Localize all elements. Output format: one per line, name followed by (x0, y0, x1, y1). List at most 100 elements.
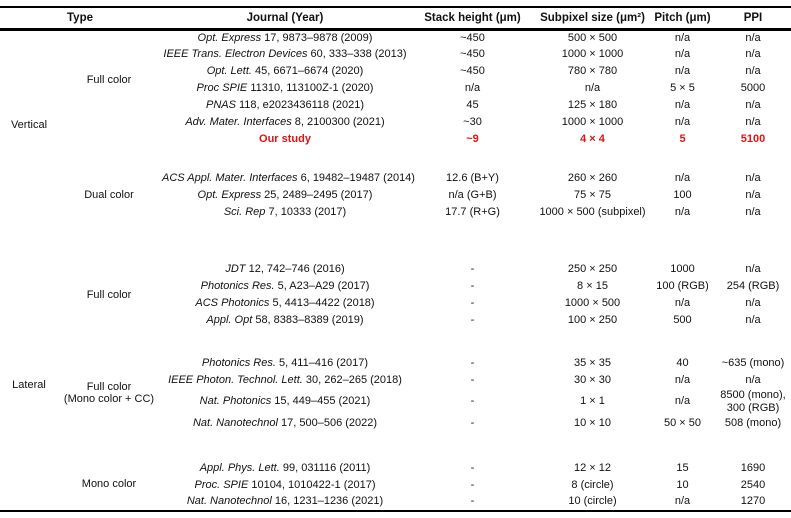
table-row: Vertical Full color Opt. Express 17, 9873–… (0, 29, 791, 132)
journal-cell: Proc. SPIE 10104, 1010422-1 (2017) (160, 477, 410, 494)
pitch-cell: n/a (674, 374, 691, 387)
pitch-cell: n/a (674, 116, 691, 129)
journal-ref: 11310, 113100Z-1 (2020) (247, 82, 374, 95)
journal-cell: Adv. Mater. Interfaces 8, 2100300 (2021) (160, 114, 410, 131)
column-header: Type (0, 7, 160, 31)
journal-name: Nat. Nanotechnol (192, 416, 278, 429)
section-gap-cell (0, 221, 791, 261)
table-row: Nat. Nanotechnol 16, 1231–1236 (2021) - 10… (0, 494, 791, 511)
journal-cell: JDT 12, 742–746 (2016) (160, 261, 410, 278)
group-label: Mono color (81, 478, 137, 491)
ppi-cell: n/a (745, 48, 761, 61)
table-row: Sci. Rep 7, 10333 (2017) 17.7 (R+G) 1000 ×… (0, 204, 791, 221)
table-row: Appl. Opt 58, 8383–8389 (2019) - 100 × 250… (0, 312, 791, 329)
journal-name: PNAS (205, 99, 236, 112)
ppi-cell: n/a (745, 172, 761, 185)
ppi-cell: n/a (745, 189, 761, 202)
column-header: Pitch (μm) (650, 7, 715, 31)
journal-ref: 118, e2023436118 (2021) (235, 99, 364, 112)
journal-name: JDT (225, 263, 246, 276)
journal-name: Appl. Opt (206, 314, 253, 327)
journal-ref: 7, 10333 (2017) (265, 206, 347, 219)
journal-name: IEEE Photon. Technol. Lett. (168, 374, 303, 387)
ppi-cell: n/a (745, 99, 761, 112)
stack-height-cell: ~9 (466, 133, 479, 146)
stack-height-cell: - (470, 314, 475, 327)
pitch-cell: 1000 (670, 263, 695, 276)
table-row: Lateral Full color JDT 12, 742–746 (2016) -… (0, 261, 791, 391)
journal-name: Opt. Express (197, 31, 262, 44)
journal-name: Opt. Lett. (206, 65, 252, 78)
journal-ref: 30, 262–265 (2018) (302, 374, 402, 387)
journal-name: Photonics Res. (200, 280, 275, 293)
pitch-cell: 10 (676, 478, 689, 491)
journal-name: ACS Photonics (195, 297, 270, 310)
table-row: ACS Photonics 5, 4413–4422 (2018) - 1000 ×… (0, 295, 791, 312)
stack-height-cell: - (470, 395, 475, 408)
journal-name: Appl. Phys. Lett. (199, 461, 280, 474)
journal-ref: 45, 6671–6674 (2020) (251, 65, 364, 78)
table-row: IEEE Photon. Technol. Lett. 30, 262–265 … (0, 372, 791, 389)
column-header: Subpixel size (μm²) (535, 7, 650, 31)
ppi-cell: 8500 (mono), 300 (RGB) (720, 389, 786, 414)
journal-name: ACS Appl. Mater. Interfaces (162, 172, 298, 185)
subpixel-size-cell: 1000 × 1000 (561, 48, 624, 61)
table-row: IEEE Trans. Electron Devices 60, 333–338… (0, 46, 791, 63)
group-gap-cell (58, 432, 791, 460)
table-row: Proc. SPIE 10104, 1010422-1 (2017) - 8 (ci… (0, 477, 791, 494)
stack-height-cell: 45 (466, 99, 479, 112)
stack-height-cell: n/a (G+B) (448, 189, 497, 202)
journal-ref: 10104, 1010422-1 (2017) (248, 478, 376, 491)
group-gap (0, 432, 791, 460)
pitch-cell: n/a (674, 495, 691, 508)
type-label: Lateral (12, 378, 46, 391)
type-label: Vertical (10, 119, 48, 132)
table-row: Opt. Express 25, 2489–2495 (2017) n/a (G+… (0, 187, 791, 204)
journal-cell: PNAS 118, e2023436118 (2021) (160, 97, 410, 114)
ppi-cell: 254 (RGB) (726, 280, 780, 293)
journal-ref: 17, 9873–9878 (2009) (261, 31, 373, 44)
ppi-cell: 5100 (740, 133, 766, 146)
column-header: Stack height (μm) (410, 7, 535, 31)
journal-cell: Photonics Res. 5, A23–A29 (2017) (160, 278, 410, 295)
pitch-cell: n/a (674, 297, 691, 310)
subpixel-size-cell: 780 × 780 (567, 65, 618, 78)
journal-cell: Nat. Photonics 15, 449–455 (2021) (160, 389, 410, 415)
stack-height-cell: ~450 (460, 65, 485, 78)
pitch-cell: 100 (RGB) (656, 280, 709, 293)
journal-ref: 15, 449–455 (2021) (271, 395, 371, 408)
group-gap (0, 148, 791, 170)
column-header: Journal (Year) (160, 7, 410, 31)
pitch-cell: 5 × 5 (670, 82, 695, 95)
ppi-cell: n/a (745, 206, 761, 219)
stack-height-cell: 17.7 (R+G) (445, 206, 500, 219)
stack-height-cell: ~450 (460, 48, 485, 61)
ppi-cell: n/a (745, 116, 761, 129)
journal-cell: Photonics Res. 5, 411–416 (2017) (160, 355, 410, 372)
subpixel-size-cell: 1000 × 500 (564, 297, 621, 310)
header-row: Type Journal (Year) Stack height (μm) Subpi… (0, 7, 791, 31)
journal-cell: Nat. Nanotechnol 16, 1231–1236 (2021) (160, 494, 410, 511)
journal-cell: Proc SPIE 11310, 113100Z-1 (2020) (160, 80, 410, 97)
pitch-cell: 100 (673, 189, 692, 202)
group-gap (0, 329, 791, 355)
subpixel-size-cell: 100 × 250 (567, 314, 618, 327)
table-row: Nat. Photonics 15, 449–455 (2021) - 1 × 1 n… (0, 389, 791, 415)
journal-ref: 5, A23–A29 (2017) (274, 280, 370, 293)
pitch-cell: n/a (674, 206, 691, 219)
table-body: Vertical Full color Opt. Express 17, 9873–… (0, 29, 791, 511)
journal-name: Proc. SPIE (194, 478, 249, 491)
pitch-cell: n/a (674, 99, 691, 112)
subpixel-size-cell: 10 (circle) (568, 495, 617, 508)
subpixel-size-cell: 8 × 15 (577, 280, 608, 293)
journal-name: IEEE Trans. Electron Devices (163, 48, 308, 61)
pitch-cell: n/a (674, 172, 691, 185)
group-gap-cell (58, 329, 791, 355)
journal-cell: ACS Photonics 5, 4413–4422 (2018) (160, 295, 410, 312)
subpixel-size-cell: 125 × 180 (567, 99, 618, 112)
journal-ref: 17, 500–506 (2022) (277, 416, 378, 429)
pitch-cell: n/a (674, 395, 691, 408)
group-label (58, 131, 160, 148)
ppi-cell: 5000 (740, 82, 766, 95)
journal-name: Sci. Rep (223, 206, 266, 219)
